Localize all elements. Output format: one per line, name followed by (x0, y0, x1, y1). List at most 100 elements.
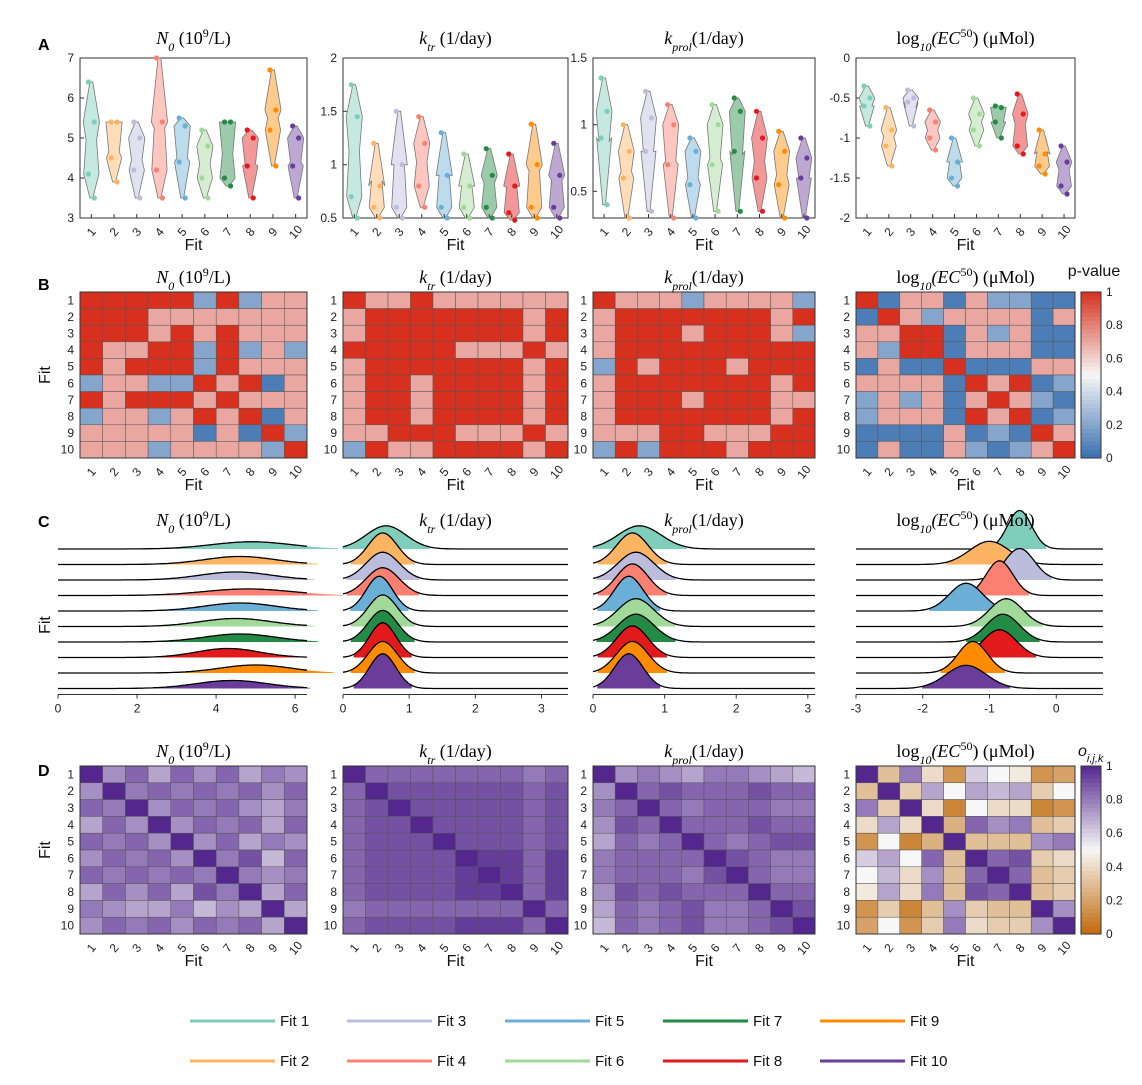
heat-cell (102, 849, 126, 868)
heat-cell (102, 832, 126, 851)
x-tick-label: 3 (392, 465, 407, 479)
heat-cell (899, 407, 922, 426)
heat-cell (522, 374, 546, 392)
heat-cell (725, 883, 749, 901)
heat-cell (387, 358, 411, 376)
colorbar-title-d: oi,j,k (1078, 743, 1104, 765)
heat-cell (614, 900, 638, 918)
violin-point (1014, 143, 1020, 149)
heat-cell (770, 900, 794, 918)
heat-cell (455, 407, 479, 426)
violin-point (911, 95, 917, 101)
heat-cell (965, 883, 988, 901)
heat-cell (1030, 849, 1054, 868)
heat-cell (725, 324, 749, 343)
heat-cell (545, 291, 569, 309)
heat-cell (147, 782, 172, 800)
violin-fit-3 (390, 110, 408, 219)
colorbar-step (1081, 404, 1101, 409)
violin-fit-4 (413, 116, 431, 208)
axes-box (592, 57, 816, 219)
heat-cell (193, 358, 217, 376)
heat-cell (147, 324, 172, 343)
heat-cell (284, 441, 308, 459)
heat-cell (387, 391, 411, 409)
heat-cell (365, 900, 389, 918)
colorbar-step (1081, 354, 1101, 359)
title-unit: (10 (174, 28, 203, 49)
y-tick-label: 3 (330, 801, 337, 815)
y-tick-label: 10 (324, 919, 338, 933)
heat-cell (681, 391, 705, 409)
violin-point (867, 123, 873, 129)
heat-cell (365, 341, 389, 359)
heat-cell (592, 324, 616, 343)
y-tick-label: 6 (67, 91, 74, 105)
violin-point (648, 115, 655, 121)
heat-cell (522, 916, 546, 935)
heat-cell (659, 832, 683, 851)
violin-point (244, 163, 250, 169)
heat-cell (238, 374, 262, 392)
ridge-curve-fit-4 (856, 560, 1103, 597)
axes-box (855, 765, 1076, 935)
title-superscript: 50 (960, 265, 972, 279)
heat-cell (284, 849, 308, 868)
heat-cell (681, 832, 705, 851)
x-axis-label: Fit (957, 953, 975, 970)
heat-cell (792, 765, 816, 784)
heat-cell (387, 765, 411, 784)
legend-label-fit-10: Fit 10 (910, 1053, 948, 1070)
colorbar-step (1081, 300, 1101, 305)
ridge-curve-fit-7 (856, 613, 1103, 643)
heat-cell (193, 832, 217, 851)
colorbar-step (1081, 345, 1101, 351)
subplot-title-d-ec50: log10(EC50) (μMol) (896, 739, 1034, 767)
heat-cell (770, 765, 794, 784)
heat-cell (522, 799, 546, 817)
violin-fit-7 (990, 105, 1007, 139)
heat-cell (1052, 291, 1076, 309)
x-tick-label: 8 (504, 941, 519, 955)
heat-cell (522, 832, 546, 851)
y-axis-label-c: Fit (37, 616, 54, 634)
x-tick-label: 2 (134, 702, 141, 716)
heat-cell (410, 782, 434, 800)
heat-cell (170, 765, 194, 784)
heat-cell (387, 374, 411, 392)
colorbar-step (1081, 383, 1101, 388)
heat-cell (261, 324, 285, 343)
y-tick-label: 1 (67, 293, 74, 307)
violin-point (250, 135, 256, 141)
heat-cell (432, 308, 456, 326)
heat-cell (1030, 291, 1054, 309)
axes-box (79, 765, 308, 935)
heat-cell (261, 765, 285, 784)
violin-fit-9 (773, 130, 791, 219)
heat-cell (284, 308, 308, 326)
heat-cell (899, 765, 922, 784)
heat-cell (170, 291, 194, 309)
heat-cell (637, 916, 660, 935)
heat-cell (365, 883, 389, 901)
heat-cell (193, 900, 217, 918)
colorbar-step (1081, 292, 1101, 297)
y-tick-label: 10 (324, 443, 338, 457)
violin-point (948, 135, 955, 141)
violin-fit-6 (706, 104, 724, 212)
x-tick-label: 9 (265, 225, 280, 239)
heat-cell (125, 900, 149, 918)
heat-cell (943, 883, 966, 901)
y-tick-label: -0.5 (829, 91, 850, 105)
x-tick-label: 1 (859, 941, 874, 955)
x-tick-label: 2 (881, 225, 896, 239)
x-axis-label: Fit (185, 477, 203, 494)
heat-cell (614, 391, 638, 409)
heat-cell (500, 849, 524, 868)
y-tick-label: 1.5 (570, 51, 587, 65)
ridge-fill-fit-6 (969, 598, 1043, 627)
heat-cell (500, 308, 524, 326)
heat-cell (1052, 883, 1076, 901)
violin-point (1064, 159, 1070, 165)
